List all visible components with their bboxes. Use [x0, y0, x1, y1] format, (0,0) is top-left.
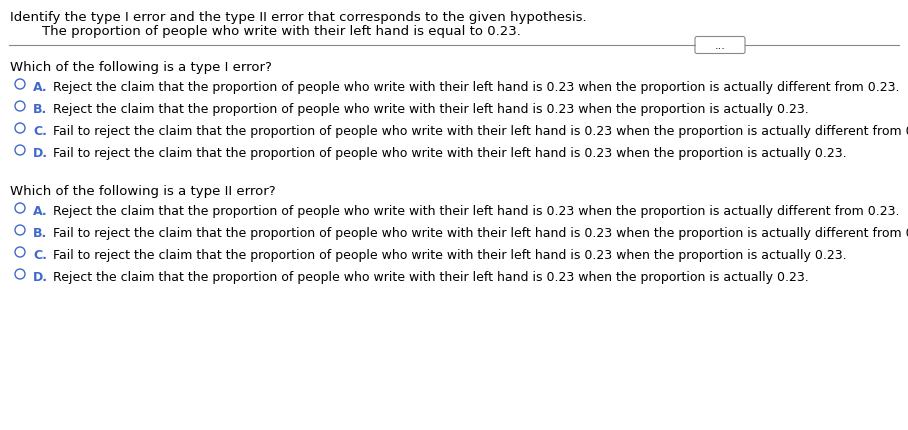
Text: A.: A.	[33, 205, 47, 218]
Text: Reject the claim that the proportion of people who write with their left hand is: Reject the claim that the proportion of …	[53, 81, 900, 94]
Text: ...: ...	[715, 41, 725, 51]
FancyBboxPatch shape	[695, 37, 745, 54]
Text: Fail to reject the claim that the proportion of people who write with their left: Fail to reject the claim that the propor…	[53, 249, 846, 261]
Circle shape	[15, 80, 25, 90]
Text: Reject the claim that the proportion of people who write with their left hand is: Reject the claim that the proportion of …	[53, 103, 809, 116]
Text: A.: A.	[33, 81, 47, 94]
Text: B.: B.	[33, 227, 47, 240]
Circle shape	[15, 124, 25, 134]
Circle shape	[15, 203, 25, 214]
Text: Reject the claim that the proportion of people who write with their left hand is: Reject the claim that the proportion of …	[53, 205, 900, 218]
Text: C.: C.	[33, 125, 47, 138]
Circle shape	[15, 102, 25, 112]
Circle shape	[15, 225, 25, 236]
Text: D.: D.	[33, 147, 48, 160]
Text: Fail to reject the claim that the proportion of people who write with their left: Fail to reject the claim that the propor…	[53, 125, 908, 138]
Text: The proportion of people who write with their left hand is equal to 0.23.: The proportion of people who write with …	[42, 25, 521, 38]
Text: Identify the type I error and the type II error that corresponds to the given hy: Identify the type I error and the type I…	[10, 11, 587, 24]
Circle shape	[15, 247, 25, 258]
Text: Reject the claim that the proportion of people who write with their left hand is: Reject the claim that the proportion of …	[53, 270, 809, 283]
Text: B.: B.	[33, 103, 47, 116]
Text: Fail to reject the claim that the proportion of people who write with their left: Fail to reject the claim that the propor…	[53, 227, 908, 240]
Text: Which of the following is a type II error?: Which of the following is a type II erro…	[10, 184, 276, 197]
Text: Which of the following is a type I error?: Which of the following is a type I error…	[10, 61, 271, 74]
Circle shape	[15, 269, 25, 280]
Circle shape	[15, 146, 25, 156]
Text: D.: D.	[33, 270, 48, 283]
Text: Fail to reject the claim that the proportion of people who write with their left: Fail to reject the claim that the propor…	[53, 147, 846, 160]
Text: C.: C.	[33, 249, 47, 261]
